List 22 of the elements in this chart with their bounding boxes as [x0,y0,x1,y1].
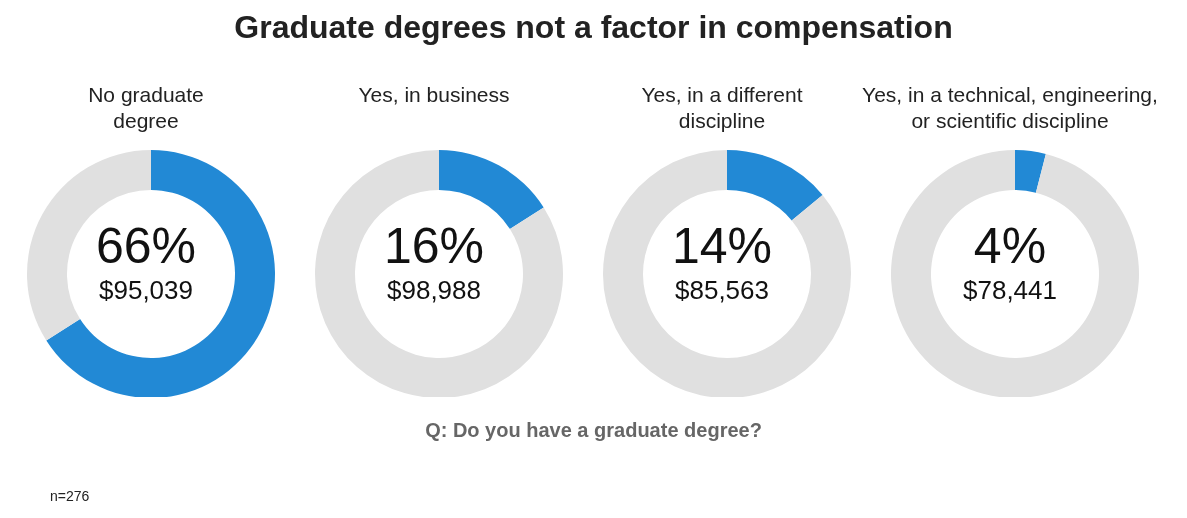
chart-title: Yes, in a technical, engineering, or scientific discipline [861,82,1159,134]
donut-slice [315,150,563,397]
donut-slice [603,150,851,397]
data-label: 14% [670,218,774,274]
text: n=276 [50,487,90,505]
chart-title: Yes, in a different discipline [640,82,804,134]
text: Q: Do you have a graduate degree? [424,418,763,442]
text: $95,039 [98,275,194,305]
data-label: 4% [972,218,1048,274]
donut-slice [891,150,1139,397]
text: $98,988 [386,275,482,305]
text: $78,441 [962,275,1058,305]
donut-slice [727,150,823,221]
data-label: 16% [382,218,486,274]
chart-title: Yes, in business [357,82,511,108]
donut-slice [46,150,275,397]
donut-slice [1015,150,1046,193]
chart-title: No graduate degree [87,82,205,134]
donut-slice [439,150,544,229]
text: Graduate degrees not a factor in compensation [233,8,954,46]
data-label: 66% [94,218,198,274]
text: $85,563 [674,275,770,305]
